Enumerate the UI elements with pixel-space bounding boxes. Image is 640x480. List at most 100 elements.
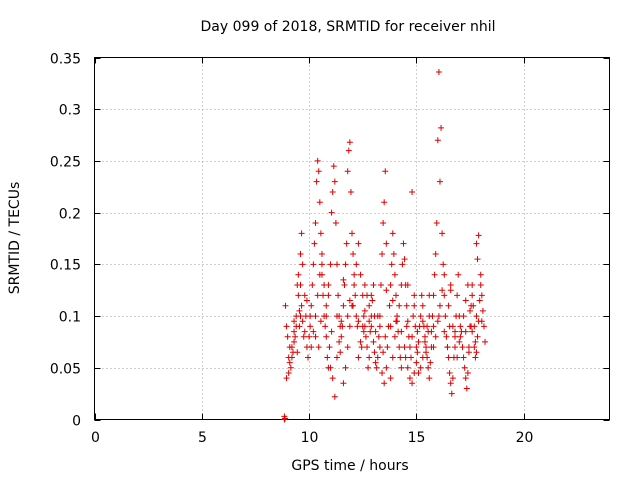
data-point xyxy=(470,302,477,309)
data-point xyxy=(396,302,403,309)
data-point xyxy=(446,369,453,376)
data-point xyxy=(432,251,439,258)
data-point xyxy=(380,219,387,226)
data-point xyxy=(425,328,432,335)
data-point xyxy=(443,333,450,340)
data-point xyxy=(477,282,484,289)
data-point xyxy=(409,380,416,387)
data-point xyxy=(402,354,409,361)
data-point xyxy=(346,323,353,330)
data-point xyxy=(360,328,367,335)
data-point xyxy=(339,323,346,330)
data-point xyxy=(414,328,421,335)
data-point xyxy=(283,375,290,382)
data-point xyxy=(312,313,319,320)
data-point xyxy=(318,251,325,258)
data-point xyxy=(438,124,445,131)
data-point xyxy=(460,313,467,320)
data-point xyxy=(346,139,353,146)
data-point xyxy=(333,313,340,320)
data-point xyxy=(434,318,441,325)
data-point xyxy=(463,385,470,392)
data-point xyxy=(449,375,456,382)
data-point xyxy=(364,344,371,351)
data-point xyxy=(299,318,306,325)
x-tick-label: 0 xyxy=(91,430,100,446)
data-point xyxy=(383,287,390,294)
data-point xyxy=(349,230,355,237)
data-point xyxy=(410,313,417,320)
data-point xyxy=(459,344,466,351)
data-point xyxy=(362,333,369,340)
data-point xyxy=(376,344,383,351)
data-point xyxy=(361,282,368,289)
data-point xyxy=(357,338,364,345)
data-point xyxy=(411,302,418,309)
data-point xyxy=(427,359,434,366)
data-point xyxy=(465,349,472,356)
data-point xyxy=(333,261,340,268)
data-point xyxy=(421,333,428,340)
data-point xyxy=(435,313,442,320)
data-point xyxy=(471,344,478,351)
data-point xyxy=(353,261,360,268)
data-point xyxy=(464,282,471,289)
data-point xyxy=(426,375,433,382)
x-tick-label: 10 xyxy=(301,430,319,446)
data-point xyxy=(430,344,437,351)
data-point xyxy=(448,390,455,397)
data-point xyxy=(329,188,336,195)
data-point xyxy=(387,323,394,330)
data-point xyxy=(403,302,410,309)
data-point xyxy=(418,292,425,299)
data-point xyxy=(452,344,458,351)
data-point xyxy=(355,354,362,361)
data-point xyxy=(404,364,411,371)
data-point xyxy=(439,287,446,294)
data-point xyxy=(371,349,378,356)
data-point xyxy=(323,302,330,309)
data-point xyxy=(301,292,308,299)
data-point xyxy=(361,307,368,314)
data-point xyxy=(297,313,304,320)
data-point xyxy=(341,282,348,289)
data-point xyxy=(423,344,430,351)
data-point xyxy=(296,307,303,314)
data-point xyxy=(389,230,396,237)
data-point xyxy=(370,282,377,289)
data-point xyxy=(369,297,376,304)
data-point xyxy=(441,328,448,335)
data-point xyxy=(328,209,335,216)
data-point xyxy=(340,380,347,387)
data-point xyxy=(440,261,447,268)
data-point xyxy=(387,282,394,289)
data-point xyxy=(408,354,415,361)
data-point xyxy=(441,271,448,278)
data-point xyxy=(417,313,424,320)
data-point xyxy=(383,240,390,247)
y-tick-label: 0.2 xyxy=(59,207,81,223)
data-point xyxy=(383,364,390,371)
data-point xyxy=(391,271,398,278)
data-point xyxy=(457,323,464,330)
data-point xyxy=(344,313,351,320)
data-point xyxy=(331,393,338,400)
data-point xyxy=(479,307,486,314)
data-point xyxy=(327,261,334,268)
data-point xyxy=(464,369,471,376)
data-point xyxy=(473,349,480,356)
data-point xyxy=(415,338,422,345)
data-point xyxy=(434,137,441,144)
data-point xyxy=(375,333,382,340)
data-point xyxy=(350,251,357,258)
data-point xyxy=(350,302,357,309)
data-point xyxy=(399,261,406,268)
data-point xyxy=(317,318,324,325)
data-point xyxy=(323,333,330,340)
data-point xyxy=(480,323,487,330)
data-point xyxy=(454,354,461,361)
data-point xyxy=(389,354,396,361)
data-point xyxy=(340,302,347,309)
data-point xyxy=(366,302,373,309)
data-point xyxy=(286,359,293,366)
